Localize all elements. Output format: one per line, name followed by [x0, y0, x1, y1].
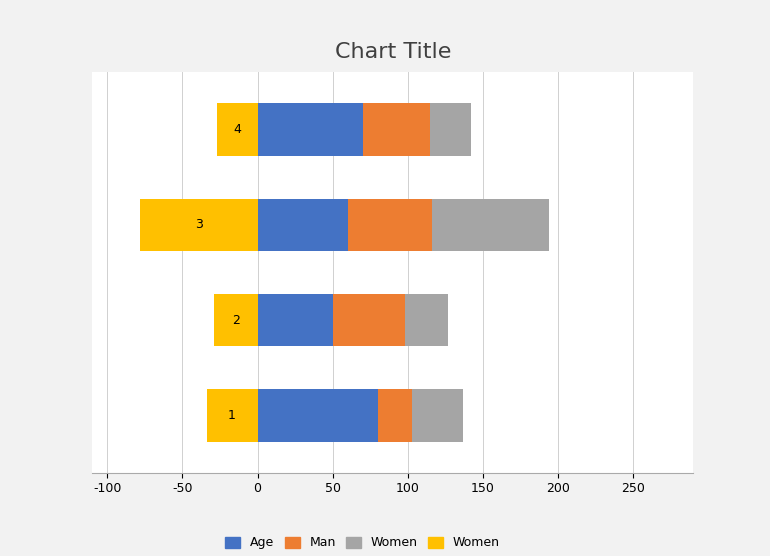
Text: 3: 3	[195, 219, 203, 231]
Bar	[377, 389, 412, 441]
Bar	[140, 198, 257, 251]
Bar	[432, 198, 549, 251]
Bar	[412, 389, 464, 441]
Text: 4: 4	[233, 123, 241, 136]
Bar	[214, 294, 257, 346]
Bar	[430, 103, 470, 156]
Title: Chart Title: Chart Title	[334, 42, 451, 62]
Text: 1: 1	[228, 409, 236, 422]
Bar	[257, 103, 363, 156]
Bar	[257, 389, 377, 441]
Legend: Age, Man, Women, Women: Age, Man, Women, Women	[220, 532, 505, 554]
Bar	[333, 294, 405, 346]
Bar	[217, 103, 257, 156]
Bar	[257, 294, 333, 346]
Bar	[363, 103, 430, 156]
Bar	[347, 198, 432, 251]
Bar	[405, 294, 448, 346]
Bar	[206, 389, 257, 441]
Text: 2: 2	[232, 314, 239, 326]
Bar	[257, 198, 347, 251]
